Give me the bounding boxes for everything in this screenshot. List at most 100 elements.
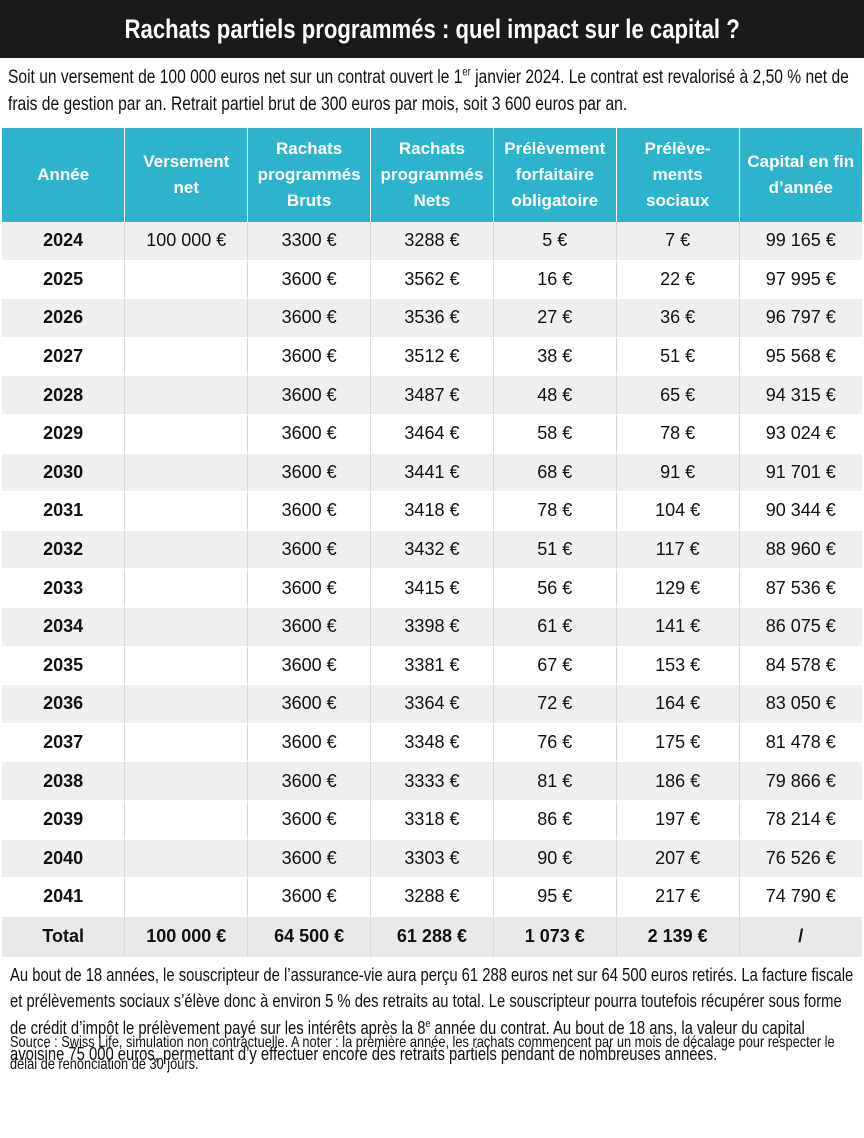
column-header: Rachats programmés Nets	[370, 128, 494, 222]
table-cell: 95 568 €	[738, 337, 862, 377]
table-cell	[124, 723, 248, 763]
table-row: 2026 3600 €3536 €27 €36 €96 797 €	[2, 298, 862, 338]
total-cell: 100 000 €	[124, 916, 248, 958]
table-cell: 48 €	[492, 375, 617, 415]
table-row: 2034 3600 €3398 €61 €141 €86 075 €	[2, 607, 862, 647]
table-cell: 3288 €	[370, 222, 494, 261]
table-cell: 2028	[2, 375, 125, 415]
table: Année Versement net Rachats programmés Bru…	[2, 128, 862, 958]
table-body: 2024 100 000 €3300 €3288 €5 €7 €99 165 €2…	[2, 222, 862, 958]
table-cell: 72 €	[492, 684, 617, 724]
note-sup: e	[425, 1017, 431, 1030]
table-cell: 65 €	[615, 375, 740, 415]
table-cell: 186 €	[615, 761, 740, 801]
table-cell	[124, 800, 248, 840]
table-cell	[124, 337, 248, 377]
table-cell: 93 024 €	[738, 414, 862, 454]
table-row: 2032 3600 €3432 €51 €117 €88 960 €	[2, 530, 862, 570]
table-cell: 3415 €	[370, 568, 494, 608]
total-cell: Total	[2, 916, 125, 958]
table-cell: 58 €	[492, 414, 617, 454]
table-cell: 3348 €	[370, 723, 494, 763]
table-cell: 2025	[2, 260, 125, 300]
title: Rachats partiels programmés : quel impac…	[124, 13, 740, 44]
table-cell: 95 €	[492, 877, 617, 917]
table-cell: 96 797 €	[738, 298, 862, 338]
table-cell: 67 €	[492, 646, 617, 686]
table-cell: 2040	[2, 839, 125, 879]
table-cell: 90 344 €	[738, 491, 862, 531]
total-cell: 1 073 €	[492, 916, 617, 958]
intro-text: Soit un versement de 100 000 euros net s…	[8, 64, 856, 118]
note-part: Au bout de 18 années, le souscripteur de…	[10, 963, 854, 1038]
table-cell: 2035	[2, 646, 125, 686]
table-cell	[124, 568, 248, 608]
table-row: 2039 3600 €3318 €86 €197 €78 214 €	[2, 800, 862, 840]
table-cell: 83 050 €	[738, 684, 862, 724]
table-cell: 197 €	[615, 800, 740, 840]
table-cell: 2030	[2, 453, 125, 493]
note: Au bout de 18 années, le souscripteur de…	[0, 958, 864, 1068]
table-cell	[124, 298, 248, 338]
table-cell: 91 €	[615, 453, 740, 493]
table-cell: 3600 €	[247, 337, 371, 377]
table-cell: 74 790 €	[738, 877, 862, 917]
table-cell: 100 000 €	[124, 222, 248, 261]
table-cell: 117 €	[615, 530, 740, 570]
table-cell: 2032	[2, 530, 125, 570]
table-cell: 3600 €	[247, 568, 371, 608]
table-cell: 76 €	[492, 723, 617, 763]
table-cell	[124, 607, 248, 647]
table-cell: 141 €	[615, 607, 740, 647]
table-cell: 3562 €	[370, 260, 494, 300]
table-cell: 3600 €	[247, 260, 371, 300]
table-cell: 90 €	[492, 839, 617, 879]
table-row: 2027 3600 €3512 €38 €51 €95 568 €	[2, 337, 862, 377]
table-cell: 3600 €	[247, 761, 371, 801]
table-cell	[124, 414, 248, 454]
table-cell: 3600 €	[247, 646, 371, 686]
table-cell: 164 €	[615, 684, 740, 724]
table-cell: 207 €	[615, 839, 740, 879]
table-cell: 3432 €	[370, 530, 494, 570]
table-cell: 3300 €	[247, 222, 371, 261]
table-row: 2036 3600 €3364 €72 €164 €83 050 €	[2, 684, 862, 724]
table-cell: 38 €	[492, 337, 617, 377]
table-cell: 61 €	[492, 607, 617, 647]
table-cell	[124, 530, 248, 570]
table-cell: 3512 €	[370, 337, 494, 377]
table-cell: 2034	[2, 607, 125, 647]
table-row: 2029 3600 €3464 €58 €78 €93 024 €	[2, 414, 862, 454]
table-cell: 3418 €	[370, 491, 494, 531]
table-cell: 3600 €	[247, 298, 371, 338]
table-cell: 2036	[2, 684, 125, 724]
table-cell: 88 960 €	[738, 530, 862, 570]
table-cell: 87 536 €	[738, 568, 862, 608]
table-cell: 86 075 €	[738, 607, 862, 647]
table-cell: 3398 €	[370, 607, 494, 647]
table-cell: 91 701 €	[738, 453, 862, 493]
table-cell: 3464 €	[370, 414, 494, 454]
table-cell: 81 €	[492, 761, 617, 801]
table-row: 2028 3600 €3487 €48 €65 €94 315 €	[2, 375, 862, 415]
table-cell: 2038	[2, 761, 125, 801]
table-cell: 56 €	[492, 568, 617, 608]
column-header: Prélève-ments sociaux	[615, 128, 740, 222]
table-cell: 81 478 €	[738, 723, 862, 763]
table-row: 2038 3600 €3333 €81 €186 €79 866 €	[2, 761, 862, 801]
table-cell: 3441 €	[370, 453, 494, 493]
table-cell: 3600 €	[247, 723, 371, 763]
table-cell: 2039	[2, 800, 125, 840]
table-row: 2041 3600 €3288 €95 €217 €74 790 €	[2, 877, 862, 917]
table-cell: 153 €	[615, 646, 740, 686]
intro-part: janvier 2024. Le contrat est revalorisé …	[8, 66, 849, 115]
table-cell	[124, 453, 248, 493]
table-row: 2031 3600 €3418 €78 €104 €90 344 €	[2, 491, 862, 531]
table-cell: 2033	[2, 568, 125, 608]
table-cell: 16 €	[492, 260, 617, 300]
title-bar: Rachats partiels programmés : quel impac…	[0, 0, 864, 58]
table-cell: 129 €	[615, 568, 740, 608]
table-cell: 3600 €	[247, 839, 371, 879]
column-header: Rachats programmés Bruts	[247, 128, 371, 222]
